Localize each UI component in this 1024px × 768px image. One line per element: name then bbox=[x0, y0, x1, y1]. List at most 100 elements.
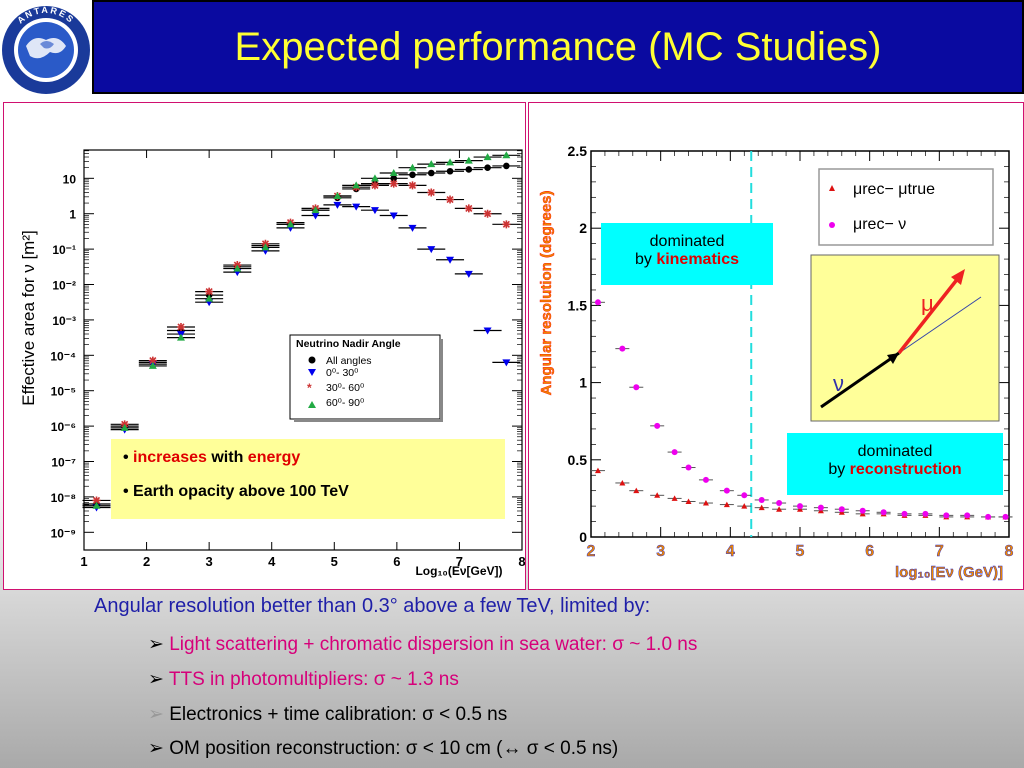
left-data-point bbox=[446, 256, 455, 264]
right-data-point bbox=[776, 506, 783, 512]
right-data-point bbox=[619, 479, 626, 486]
legend-title: Neutrino Nadir Angle bbox=[296, 338, 401, 350]
left-ylabel: Effective area for ν [m²] bbox=[19, 230, 38, 405]
left-data-point bbox=[409, 171, 416, 179]
right-data-point bbox=[859, 507, 866, 514]
left-data-point bbox=[176, 333, 185, 341]
left-data-point bbox=[389, 169, 398, 177]
left-y-tick: 10⁻⁶ bbox=[51, 420, 76, 434]
right-data-point bbox=[985, 513, 992, 520]
legend-mu-nu: μrec− ν bbox=[853, 216, 906, 233]
title-bar: Expected performance (MC Studies) bbox=[92, 0, 1024, 94]
left-y-tick: 10⁻⁸ bbox=[51, 491, 76, 505]
right-data-point bbox=[1002, 513, 1009, 520]
left-data-point bbox=[370, 207, 379, 215]
left-data-point bbox=[446, 195, 455, 204]
right-y-tick: 2 bbox=[579, 220, 587, 236]
left-data-point bbox=[464, 156, 473, 164]
left-data-point bbox=[261, 243, 270, 251]
right-data-point bbox=[685, 498, 692, 504]
left-data-point bbox=[483, 327, 492, 335]
left-y-tick: 10 bbox=[63, 172, 77, 186]
right-data-point bbox=[797, 503, 803, 510]
right-data-point bbox=[654, 492, 661, 498]
right-data-point bbox=[723, 501, 730, 508]
right-data-point bbox=[741, 503, 748, 509]
resolution-summary: Angular resolution better than 0.3° abov… bbox=[94, 595, 651, 617]
box-dominated-kinematics: dominated by kinematics bbox=[601, 223, 773, 285]
left-data-point bbox=[205, 287, 214, 296]
left-data-point bbox=[427, 169, 435, 177]
right-data-point bbox=[758, 504, 765, 511]
left-x-tick: 3 bbox=[206, 554, 213, 569]
left-data-point bbox=[286, 220, 295, 228]
left-x-tick: 8 bbox=[518, 554, 525, 569]
left-series-3 bbox=[82, 151, 521, 509]
legend-entry-0-30: 0⁰- 30⁰ bbox=[326, 367, 359, 379]
right-data-point bbox=[671, 449, 678, 456]
right-data-point bbox=[671, 495, 678, 501]
left-data-point bbox=[464, 204, 473, 213]
left-data-point bbox=[427, 188, 436, 197]
legend-mu-mu: μrec− μtrue bbox=[853, 181, 935, 198]
left-data-point bbox=[427, 160, 436, 168]
diagram-mu-label: μ bbox=[921, 291, 934, 316]
left-data-point bbox=[483, 209, 492, 218]
antares-logo: ANTARES bbox=[2, 5, 90, 94]
right-x-tick: 4 bbox=[726, 543, 735, 560]
left-data-point bbox=[483, 153, 492, 161]
left-data-point bbox=[465, 166, 473, 173]
left-data-point bbox=[333, 192, 342, 200]
legend-entry-all: All angles bbox=[326, 355, 372, 367]
left-y-tick: 10⁻⁷ bbox=[51, 456, 76, 470]
right-y-tick: 0 bbox=[579, 529, 587, 545]
right-y-tick: 0.5 bbox=[568, 452, 588, 468]
note-increases: • increases with energy bbox=[123, 449, 301, 466]
right-data-point bbox=[922, 510, 929, 517]
right-data-point bbox=[633, 384, 640, 391]
right-data-point bbox=[654, 422, 661, 429]
left-xlabel: Log₁₀(Eν[GeV]) bbox=[415, 564, 502, 578]
box-dominated-reconstruction: dominated by reconstruction bbox=[787, 433, 1003, 495]
right-x-tick: 5 bbox=[796, 543, 805, 560]
left-data-point bbox=[92, 496, 101, 505]
notes-box: • increases with energy • Earth opacity … bbox=[111, 439, 505, 519]
note-earth-opacity: • Earth opacity above 100 TeV bbox=[123, 483, 349, 500]
right-data-point bbox=[758, 496, 765, 503]
left-y-tick: 10⁻⁴ bbox=[50, 349, 76, 363]
right-series-1 bbox=[590, 299, 1013, 520]
left-legend: Neutrino Nadir Angle All angles 0⁰- 30⁰ … bbox=[289, 334, 443, 422]
left-data-point bbox=[390, 175, 398, 182]
right-data-point bbox=[594, 299, 601, 306]
arrow-icon: ➢ bbox=[148, 634, 164, 655]
left-data-point bbox=[484, 164, 491, 171]
left-data-point bbox=[92, 501, 101, 509]
left-data-point bbox=[502, 151, 511, 159]
left-data-point bbox=[389, 179, 398, 188]
left-data-point bbox=[389, 212, 398, 220]
left-y-tick: 10⁻¹ bbox=[52, 243, 76, 257]
left-y-tick: 10⁻² bbox=[52, 279, 76, 293]
right-series-0 bbox=[590, 467, 1013, 520]
effective-area-panel: 1 2 3 4 5 6 7 8 10 1 10⁻¹ 10⁻² 10⁻³ 10⁻⁴ 10⁻⁵ 10⁻⁶ 10⁻⁷ 1… bbox=[3, 102, 526, 590]
left-x-tick: 5 bbox=[331, 554, 338, 569]
right-x-tick: 7 bbox=[935, 543, 944, 560]
right-x-tick: 3 bbox=[656, 543, 665, 560]
kinematics-diagram: μ ν bbox=[810, 254, 1000, 422]
left-data-point bbox=[502, 359, 511, 367]
left-y-tick: 10⁻⁹ bbox=[51, 526, 76, 540]
right-data-point bbox=[817, 504, 824, 511]
left-data-point bbox=[408, 163, 417, 171]
right-y-tick: 1.5 bbox=[568, 297, 588, 313]
left-data-point bbox=[148, 356, 157, 365]
arrow-icon: ➢ bbox=[148, 738, 164, 759]
right-data-point bbox=[702, 500, 709, 506]
left-y-tick: 10⁻³ bbox=[52, 314, 76, 328]
left-data-point bbox=[352, 181, 361, 189]
left-x-tick: 6 bbox=[393, 554, 400, 569]
right-data-point bbox=[838, 506, 845, 513]
bullet-om-position: ➢ OM position reconstruction: σ < 10 cm … bbox=[148, 738, 619, 759]
left-data-point bbox=[311, 206, 320, 214]
left-x-tick: 2 bbox=[143, 554, 150, 569]
left-data-point bbox=[120, 423, 129, 431]
